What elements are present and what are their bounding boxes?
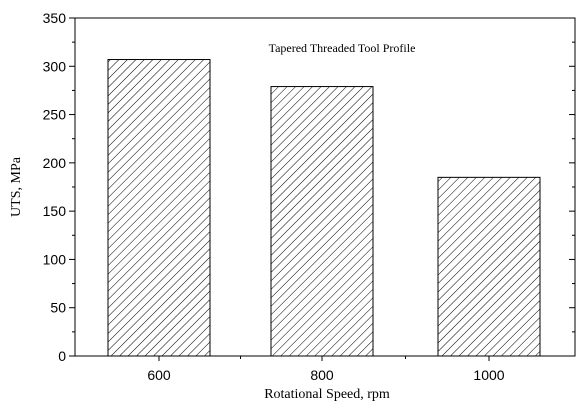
y-axis-title: UTS, MPa <box>9 156 24 217</box>
y-tick-label: 0 <box>58 348 66 364</box>
y-tick-label: 300 <box>43 58 67 74</box>
y-tick-label: 100 <box>43 251 67 267</box>
y-tick-label: 350 <box>43 10 67 26</box>
y-tick-label: 150 <box>43 203 67 219</box>
y-tick-label: 50 <box>50 300 66 316</box>
bars <box>107 59 541 357</box>
y-tick-label: 200 <box>43 155 67 171</box>
x-tick-label: 800 <box>310 367 334 383</box>
x-axis-title: Rotational Speed, rpm <box>264 387 390 402</box>
y-tick-label: 250 <box>43 107 67 123</box>
x-axis-ticks: 600 800 1000 <box>147 356 505 383</box>
bar-800 <box>270 86 374 357</box>
chart-annotation: Tapered Threaded Tool Profile <box>269 41 416 55</box>
bar-600 <box>107 59 211 357</box>
bar-1000 <box>437 176 541 357</box>
x-tick-label: 1000 <box>473 367 504 383</box>
y-axis-ticks: 0 50 100 150 200 250 300 350 <box>43 10 575 364</box>
x-tick-label: 600 <box>147 367 171 383</box>
